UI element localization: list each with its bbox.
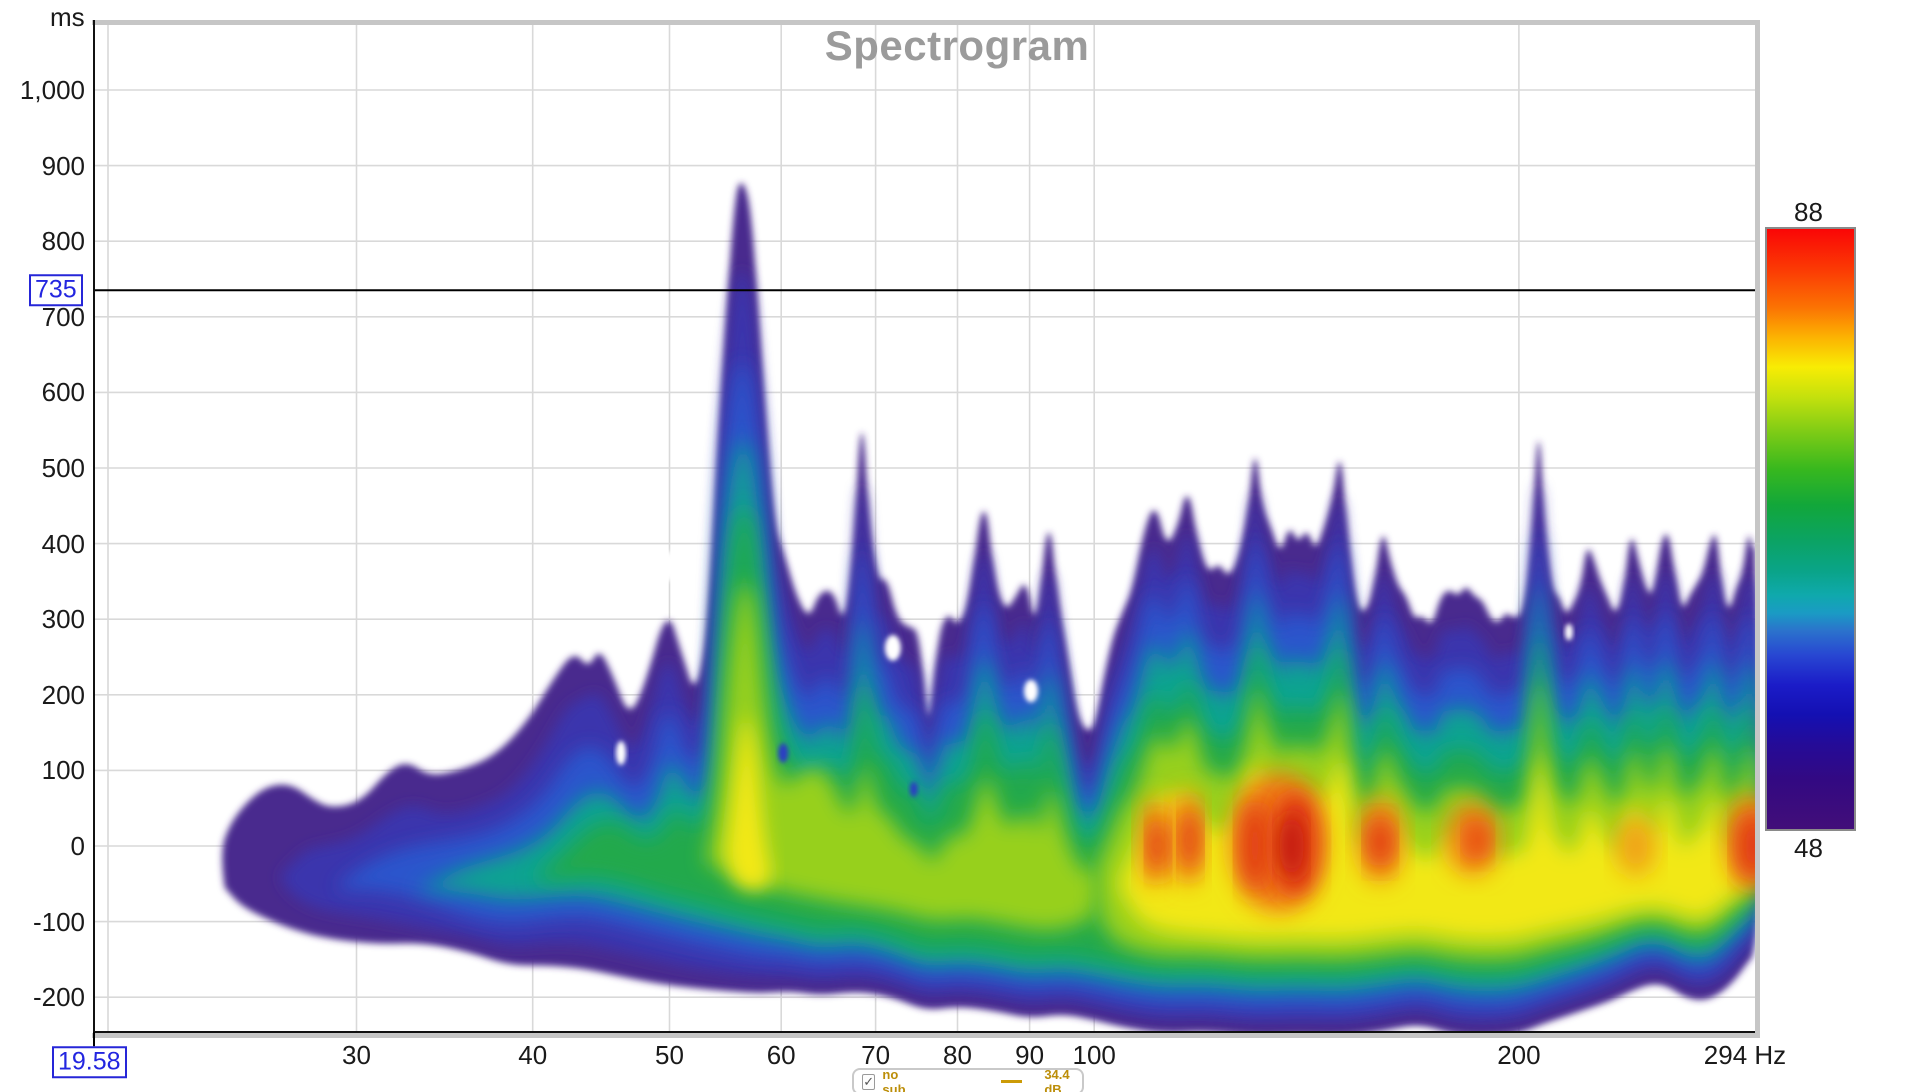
y-tick-label: 200 [41, 679, 85, 710]
x-tick-label: 90 [1015, 1040, 1045, 1070]
colorbar-min-label: 48 [1794, 833, 1823, 863]
y-tick-label: 0 [70, 831, 85, 861]
x-tick-label: 200 [1497, 1040, 1541, 1070]
legend-checkbox[interactable]: ✓ [862, 1073, 876, 1090]
measurement-legend[interactable]: ✓ no sub 34.4 dB [852, 1066, 1084, 1092]
y-tick-label: 1,000 [19, 75, 85, 105]
legend-measurement-name: no sub [882, 1066, 906, 1092]
y-tick-label: 400 [41, 528, 85, 559]
plot-frame [92, 20, 1760, 1038]
page-title: Spectrogram [824, 22, 1090, 69]
colorbar [1765, 227, 1856, 831]
y-tick-label: 900 [41, 150, 85, 181]
x-tick-label: 100 [1072, 1040, 1116, 1070]
x-tick-label: 50 [654, 1040, 684, 1070]
legend-level-value: 34.4 dB [1044, 1066, 1070, 1092]
legend-trace-line-swatch [1001, 1080, 1023, 1083]
y-tick-label: 300 [41, 604, 85, 635]
y-tick-label: 500 [41, 453, 85, 483]
x-tick-label: 80 [942, 1040, 972, 1070]
y-tick-label: 100 [41, 755, 85, 786]
x-tick-label: 30 [341, 1040, 371, 1070]
y-tick-label: 800 [41, 226, 85, 257]
x-axis-end-label: 294 Hz [1703, 1040, 1787, 1070]
time-cursor-readout[interactable]: 735 [29, 274, 83, 306]
x-tick-label: 70 [861, 1040, 891, 1070]
x-tick-label: 40 [518, 1040, 548, 1070]
y-tick-label: -100 [32, 906, 85, 937]
colorbar-max-label: 88 [1794, 197, 1823, 227]
y-axis-unit-label: ms [50, 2, 85, 32]
frequency-cursor-readout[interactable]: 19.58 [52, 1046, 127, 1078]
y-tick-label: 700 [41, 301, 85, 332]
x-tick-label: 60 [766, 1040, 796, 1070]
y-tick-label: -200 [32, 982, 85, 1013]
y-tick-label: 600 [41, 377, 85, 408]
spectrogram-heatmap [222, 183, 1755, 1032]
